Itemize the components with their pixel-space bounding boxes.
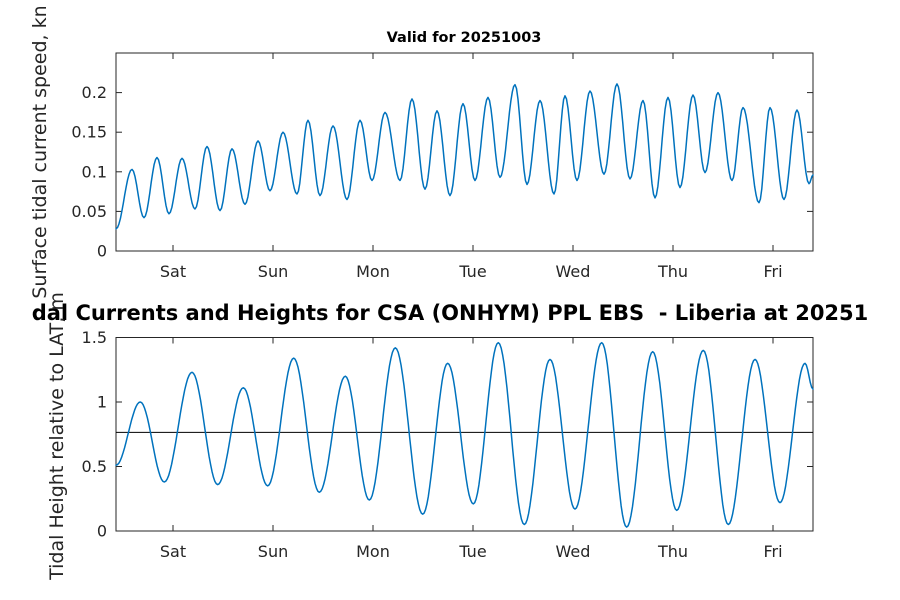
surface-current-speed-x-tick-label: Fri	[763, 262, 782, 281]
tidal-height-x-tick-label: Fri	[763, 542, 782, 561]
surface-current-speed-x-tick-label: Tue	[458, 262, 486, 281]
surface-current-speed-x-tick-label: Mon	[356, 262, 390, 281]
tidal-height-x-tick-label: Sun	[258, 542, 288, 561]
tidal-height-y-tick-label: 0.5	[82, 457, 107, 476]
tidal-height-y-tick-label: 1.5	[82, 328, 107, 347]
tidal-height-curve	[115, 341, 814, 528]
surface-current-speed-y-tick-label: 0.1	[82, 162, 107, 181]
surface-current-speed-x-tick-label: Wed	[556, 262, 591, 281]
surface-current-speed-curve	[115, 83, 814, 230]
tidal-height-x-tick-label: Mon	[356, 542, 390, 561]
top-chart-title: Valid for 20251003	[386, 30, 542, 46]
surface-current-speed-y-tick-label: 0.2	[82, 83, 107, 102]
surface-current-speed-y-tick-label: 0.05	[71, 202, 107, 221]
top-chart-ylabel: Surface tidal current speed, kn	[29, 5, 51, 299]
tidal-height-x-tick-label: Wed	[556, 542, 591, 561]
surface-current-speed-x-tick-label: Sun	[258, 262, 288, 281]
surface-current-speed-x-tick-label: Thu	[657, 262, 688, 281]
tidal-height-axes-box	[115, 337, 814, 532]
tidal-height-y-tick-label: 0	[97, 522, 107, 541]
tidal-height-y-tick-label: 1	[97, 393, 107, 412]
tidal-height-x-tick-label: Sat	[160, 542, 186, 561]
tidal-height-x-tick-label: Tue	[458, 542, 486, 561]
tidal-height-x-tick-label: Thu	[657, 542, 688, 561]
bottom-chart-ylabel: Tidal Height relative to LAT, m	[46, 292, 68, 580]
surface-current-speed-x-tick-label: Sat	[160, 262, 186, 281]
surface-current-speed-y-tick-label: 0	[97, 242, 107, 261]
surface-current-speed-axes-box	[115, 52, 814, 252]
main-title: dal Currents and Heights for CSA (ONHYM)…	[31, 301, 869, 325]
surface-current-speed-y-tick-label: 0.15	[71, 123, 107, 142]
